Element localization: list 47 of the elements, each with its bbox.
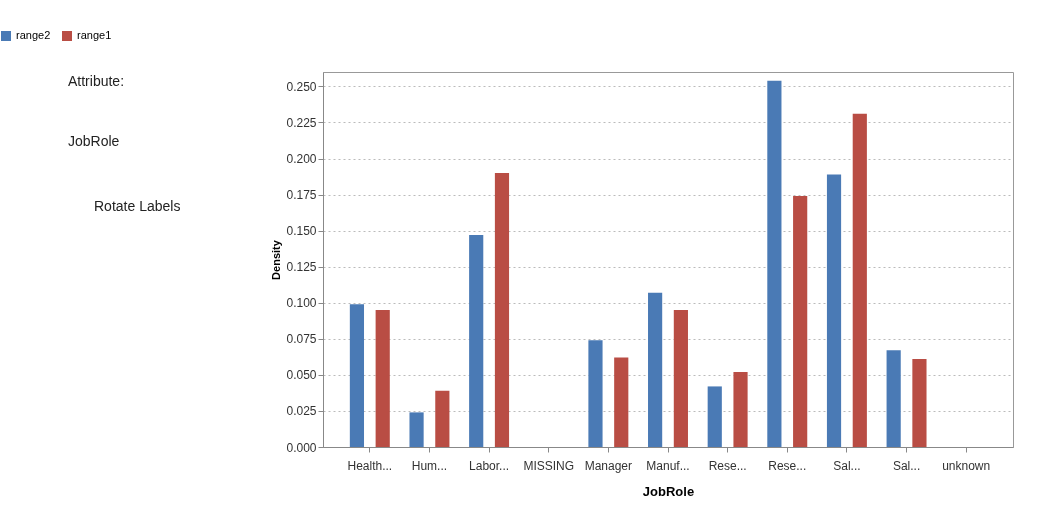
bar <box>614 357 629 447</box>
legend-label: range1 <box>77 29 112 41</box>
y-tick-label: 0.050 <box>286 368 317 383</box>
y-tick-label: 0.175 <box>286 188 317 203</box>
y-tick-label: 0.125 <box>286 260 317 275</box>
y-tick-label: 0.225 <box>286 115 317 130</box>
text: JobRole <box>68 133 120 149</box>
bar <box>648 292 663 447</box>
bar <box>435 390 450 447</box>
x-tick-label: unknown <box>942 458 991 473</box>
x-axis-title: JobRole <box>642 483 695 499</box>
y-tick-label: 0.025 <box>286 404 317 419</box>
bar <box>409 412 424 447</box>
legend-label: range2 <box>16 29 51 41</box>
x-tick-label: Labor... <box>469 458 510 473</box>
text: Attribute: <box>68 73 125 89</box>
bar <box>707 386 722 447</box>
y-tick-label: 0.000 <box>286 440 317 455</box>
bar <box>886 350 901 447</box>
bar <box>588 340 603 447</box>
bar <box>826 174 842 447</box>
x-tick-label: Sal... <box>892 458 921 473</box>
bar <box>767 80 782 447</box>
x-tick-label: MISSING <box>523 458 575 473</box>
bar <box>733 372 748 447</box>
bar <box>793 196 808 447</box>
x-tick-label: Sal... <box>833 458 861 473</box>
x-tick-label: Manuf... <box>646 458 690 473</box>
x-tick-label: Hum... <box>411 458 448 473</box>
y-axis-title: Density <box>270 239 283 280</box>
bar <box>673 309 688 447</box>
y-tick-label: 0.100 <box>286 296 317 311</box>
x-tick-label: Health... <box>347 458 393 473</box>
x-tick-label: Rese... <box>768 458 807 473</box>
bar <box>375 309 390 447</box>
y-tick-label: 0.075 <box>286 332 317 347</box>
x-tick-label: Manager <box>584 458 633 473</box>
bar <box>469 234 484 447</box>
bar <box>349 304 365 447</box>
bar <box>494 172 510 447</box>
bar <box>852 113 867 447</box>
y-tick-label: 0.150 <box>286 224 317 239</box>
x-tick-label: Rese... <box>708 458 747 473</box>
bar <box>912 359 927 447</box>
y-tick-label: 0.250 <box>286 79 317 94</box>
text: Rotate Labels <box>94 198 181 214</box>
y-tick-label: 0.200 <box>286 152 317 167</box>
